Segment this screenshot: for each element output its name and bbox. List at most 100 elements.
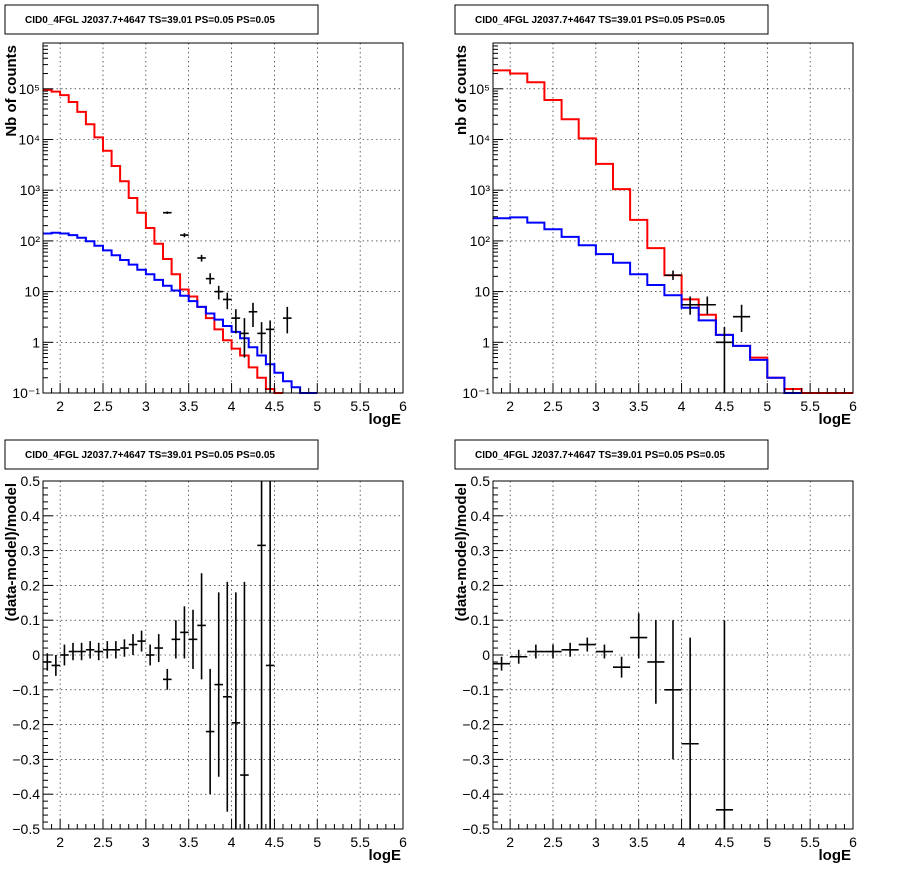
chart-title: CID0_4FGL J2037.7+4647 TS=39.01 PS=0.05 …: [475, 15, 725, 26]
y-tick-label: −0.2: [462, 717, 490, 733]
plot-frame: [492, 42, 854, 394]
y-axis-label: (data-model)/model: [453, 483, 470, 621]
x-tick-label: 2: [506, 398, 514, 414]
data-point: [128, 634, 138, 655]
data-point: [733, 304, 751, 332]
x-tick-label: 5.5: [350, 398, 370, 414]
y-tick-label: 1: [32, 334, 40, 350]
x-tick-label: 5.5: [800, 398, 820, 414]
data-point: [257, 322, 266, 354]
x-tick-label: 3.5: [179, 398, 199, 414]
x-tick-label: 2.5: [93, 834, 113, 850]
data-point: [77, 642, 86, 661]
histogram-series-total-model: [43, 88, 283, 394]
data-point: [240, 581, 249, 829]
x-tick-label: 2: [56, 834, 64, 850]
title-box-frame: [4, 4, 319, 35]
chart-title-box: CID0_4FGL J2037.7+4647 TS=39.01 PS=0.05 …: [454, 439, 769, 470]
data-point: [265, 320, 275, 393]
x-tick-label: 5.5: [800, 834, 820, 850]
x-tick-label: 6: [399, 398, 407, 414]
y-tick-label: 0.1: [21, 612, 41, 628]
data-point: [561, 642, 579, 657]
data-point: [630, 613, 648, 659]
data-point: [681, 296, 699, 315]
data-point: [715, 620, 733, 829]
x-tick-label: 2: [56, 398, 64, 414]
x-tick-label: 5: [313, 398, 321, 414]
x-tick-label: 6: [849, 398, 857, 414]
x-tick-label: 3: [592, 834, 600, 850]
y-tick-label: 10⁴: [468, 131, 490, 147]
x-tick-label: 3.5: [629, 398, 649, 414]
data-point: [283, 306, 292, 334]
x-tick-label: 3: [592, 398, 600, 414]
data-point: [698, 296, 716, 315]
data-point: [578, 637, 596, 652]
panel-bottom-right: CID0_4FGL J2037.7+4647 TS=39.01 PS=0.05 …: [453, 439, 857, 864]
data-point: [94, 642, 103, 661]
x-tick-label: 5.5: [350, 834, 370, 850]
chart-title: CID0_4FGL J2037.7+4647 TS=39.01 PS=0.05 …: [25, 15, 275, 26]
x-tick-label: 5: [313, 834, 321, 850]
x-tick-label: 4.5: [265, 834, 285, 850]
data-point: [154, 634, 163, 662]
x-tick-label: 5: [763, 398, 771, 414]
x-tick-label: 4.5: [715, 398, 735, 414]
y-tick-label: 0: [32, 647, 40, 663]
panel-top-right: CID0_4FGL J2037.7+4647 TS=39.01 PS=0.05 …: [453, 4, 857, 428]
y-tick-label: −0.1: [12, 682, 40, 698]
x-tick-label: 4.5: [715, 834, 735, 850]
data-point: [60, 644, 69, 666]
data-point: [214, 285, 223, 300]
y-tick-label: 0.2: [21, 577, 41, 593]
data-point: [240, 318, 249, 358]
y-tick-label: −0.3: [12, 751, 40, 767]
y-tick-label: 10³: [470, 182, 491, 198]
chart-title-box: CID0_4FGL J2037.7+4647 TS=39.01 PS=0.05 …: [4, 4, 319, 35]
x-tick-label: 3: [142, 834, 150, 850]
data-point: [647, 620, 665, 704]
data-point: [205, 668, 215, 795]
data-point: [163, 668, 172, 690]
x-tick-label: 4.5: [265, 398, 285, 414]
y-tick-label: −0.4: [462, 786, 490, 802]
y-tick-label: 10⁵: [469, 81, 490, 97]
data-point: [205, 273, 215, 285]
grid-lines: [493, 43, 853, 393]
data-point: [197, 573, 206, 680]
y-tick-label: 0.1: [471, 612, 491, 628]
y-tick-label: 10⁻¹: [462, 385, 490, 401]
y-tick-label: −0.2: [12, 717, 40, 733]
data-points: [43, 481, 275, 829]
data-point: [51, 655, 61, 676]
data-point: [231, 592, 241, 829]
data-points: [163, 211, 292, 393]
y-tick-label: 0.5: [471, 473, 491, 489]
data-point: [214, 592, 223, 777]
data-point: [231, 309, 241, 334]
data-point: [197, 254, 206, 262]
data-point: [248, 302, 258, 328]
y-tick-label: 0: [482, 647, 490, 663]
data-point: [493, 656, 511, 671]
x-tick-label: 2.5: [543, 834, 563, 850]
y-tick-label: −0.4: [12, 786, 40, 802]
grid-lines: [43, 481, 403, 829]
data-point: [664, 270, 682, 280]
y-tick-label: 0.3: [471, 543, 491, 559]
y-tick-label: −0.5: [12, 821, 40, 837]
x-tick-label: 3.5: [629, 834, 649, 850]
data-point: [223, 292, 232, 310]
chart-title-box: CID0_4FGL J2037.7+4647 TS=39.01 PS=0.05 …: [454, 4, 769, 35]
y-axis: −0.5 −0.4 −0.3 −0.2 −0.1 0 0.1 0.2 0.3 0.4 0.5(dat…: [3, 473, 53, 837]
y-tick-label: 1: [482, 334, 490, 350]
y-tick-label: 10⁴: [18, 131, 40, 147]
data-point: [103, 641, 112, 659]
